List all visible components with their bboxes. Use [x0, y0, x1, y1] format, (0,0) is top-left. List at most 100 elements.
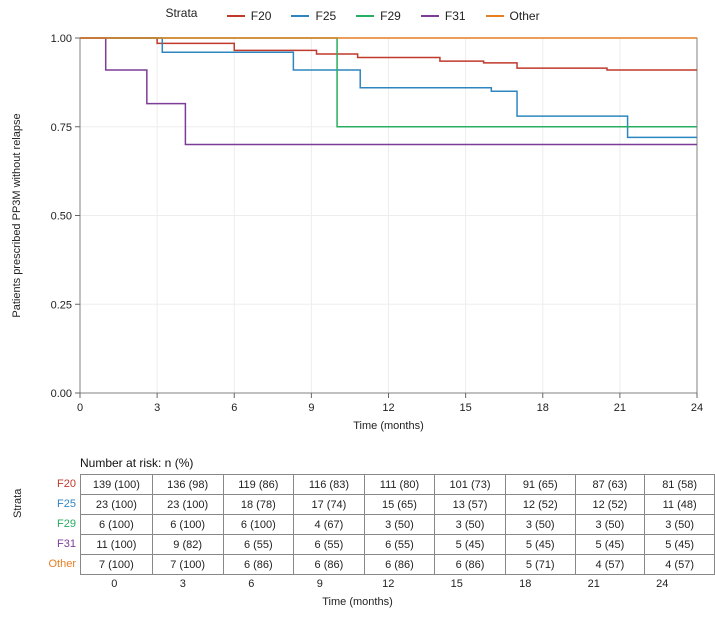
- risk-cell: 3 (50): [364, 515, 434, 535]
- legend-item-f31: F31: [421, 9, 466, 23]
- risk-row-f25: 23 (100)23 (100)18 (78)17 (74)15 (65)13 …: [81, 495, 715, 515]
- risk-x-tick-label: 24: [656, 578, 668, 590]
- risk-cell: 6 (86): [435, 555, 506, 575]
- risk-cell: 6 (100): [152, 515, 223, 535]
- legend-title: Strata: [165, 6, 197, 20]
- risk-table-y-axis-label: Strata: [12, 489, 24, 518]
- x-tick-label: 18: [537, 402, 549, 414]
- y-tick-label: 0.50: [51, 211, 72, 223]
- risk-cell: 13 (57): [435, 495, 506, 515]
- risk-cell: 9 (82): [152, 535, 223, 555]
- risk-cell: 7 (100): [152, 555, 223, 575]
- risk-x-tick-label: 6: [248, 578, 254, 590]
- legend-swatch-f20: [227, 15, 245, 17]
- risk-x-tick-label: 18: [519, 578, 531, 590]
- legend-swatch-f25: [291, 15, 309, 17]
- risk-cell: 3 (50): [645, 515, 715, 535]
- risk-cell: 23 (100): [81, 495, 153, 515]
- legend-item-f25: F25: [291, 9, 336, 23]
- risk-row-other: 7 (100)7 (100)6 (86)6 (86)6 (86)6 (86)5 …: [81, 555, 715, 575]
- risk-cell: 6 (55): [223, 535, 294, 555]
- risk-cell: 119 (86): [223, 475, 294, 495]
- risk-cell: 3 (50): [505, 515, 575, 535]
- legend-item-f20: F20: [227, 9, 272, 23]
- risk-cell: 4 (57): [575, 555, 645, 575]
- legend-swatch-other: [486, 15, 504, 17]
- risk-cell: 4 (57): [645, 555, 715, 575]
- risk-cell: 6 (100): [223, 515, 294, 535]
- risk-table-body: 139 (100)136 (98)119 (86)116 (83)111 (80…: [80, 474, 715, 575]
- risk-x-tick-label: 0: [111, 578, 117, 590]
- x-tick-label: 12: [382, 402, 394, 414]
- risk-table-title: Number at risk: n (%): [80, 456, 193, 470]
- risk-cell: 87 (63): [575, 475, 645, 495]
- risk-row-label-f29: F29: [32, 518, 76, 530]
- risk-x-tick-label: 15: [451, 578, 463, 590]
- risk-cell: 5 (45): [575, 535, 645, 555]
- risk-cell: 5 (45): [645, 535, 715, 555]
- x-tick-label: 0: [77, 402, 83, 414]
- risk-row-label-other: Other: [32, 558, 76, 570]
- risk-x-tick-label: 21: [588, 578, 600, 590]
- risk-row-f31: 11 (100)9 (82)6 (55)6 (55)6 (55)5 (45)5 …: [81, 535, 715, 555]
- y-tick-label: 0.00: [51, 388, 72, 400]
- risk-cell: 4 (67): [294, 515, 365, 535]
- legend-item-f29: F29: [356, 9, 401, 23]
- risk-row-label-f31: F31: [32, 538, 76, 550]
- risk-cell: 7 (100): [81, 555, 153, 575]
- risk-cell: 6 (100): [81, 515, 153, 535]
- risk-cell: 6 (86): [364, 555, 434, 575]
- risk-cell: 3 (50): [575, 515, 645, 535]
- x-tick-label: 15: [460, 402, 472, 414]
- risk-x-tick-label: 3: [180, 578, 186, 590]
- risk-row-label-f25: F25: [32, 498, 76, 510]
- figure-root: Strata F20F25F29F31Other 036912151821240…: [0, 0, 715, 626]
- risk-cell: 139 (100): [81, 475, 153, 495]
- risk-cell: 15 (65): [364, 495, 434, 515]
- risk-cell: 5 (45): [505, 535, 575, 555]
- risk-row-f20: 139 (100)136 (98)119 (86)116 (83)111 (80…: [81, 475, 715, 495]
- risk-cell: 101 (73): [435, 475, 506, 495]
- risk-cell: 3 (50): [435, 515, 506, 535]
- risk-cell: 6 (86): [294, 555, 365, 575]
- risk-x-tick-label: 9: [317, 578, 323, 590]
- legend-label-f20: F20: [251, 9, 272, 23]
- km-chart: 0 3 6 9 12 15 18 21 24 0.00 0.25 0.50 0.75 1.00 Time (…: [0, 28, 715, 438]
- legend-label-other: Other: [510, 9, 540, 23]
- risk-cell: 17 (74): [294, 495, 365, 515]
- y-axis-title: Patients prescribed PP3M without relapse: [11, 113, 23, 317]
- risk-row-label-f20: F20: [32, 478, 76, 490]
- risk-table-x-ticks: 0 3 6 9 12 15 18 21 24: [80, 578, 697, 592]
- legend-label-f29: F29: [380, 9, 401, 23]
- x-tick-label: 6: [231, 402, 237, 414]
- y-tick-label: 1.00: [51, 33, 72, 45]
- x-tick-label: 9: [308, 402, 314, 414]
- risk-cell: 6 (86): [223, 555, 294, 575]
- risk-cell: 11 (100): [81, 535, 153, 555]
- risk-cell: 136 (98): [152, 475, 223, 495]
- risk-cell: 11 (48): [645, 495, 715, 515]
- legend-item-other: Other: [486, 9, 540, 23]
- x-tick-label: 24: [691, 402, 703, 414]
- legend-swatch-f29: [356, 15, 374, 17]
- risk-row-f29: 6 (100)6 (100)6 (100)4 (67)3 (50)3 (50)3…: [81, 515, 715, 535]
- legend-swatch-f31: [421, 15, 439, 17]
- x-axis-title: Time (months): [353, 420, 424, 432]
- risk-cell: 18 (78): [223, 495, 294, 515]
- risk-cell: 5 (45): [435, 535, 506, 555]
- risk-x-tick-label: 12: [382, 578, 394, 590]
- legend-label-f25: F25: [315, 9, 336, 23]
- risk-table-x-title: Time (months): [0, 596, 715, 608]
- x-tick-label: 3: [154, 402, 160, 414]
- legend-label-f31: F31: [445, 9, 466, 23]
- risk-cell: 12 (52): [575, 495, 645, 515]
- risk-cell: 81 (58): [645, 475, 715, 495]
- risk-cell: 23 (100): [152, 495, 223, 515]
- risk-cell: 5 (71): [505, 555, 575, 575]
- y-tick-label: 0.75: [51, 122, 72, 134]
- risk-cell: 12 (52): [505, 495, 575, 515]
- x-tick-label: 21: [614, 402, 626, 414]
- risk-cell: 116 (83): [294, 475, 365, 495]
- risk-cell: 6 (55): [294, 535, 365, 555]
- y-tick-label: 0.25: [51, 299, 72, 311]
